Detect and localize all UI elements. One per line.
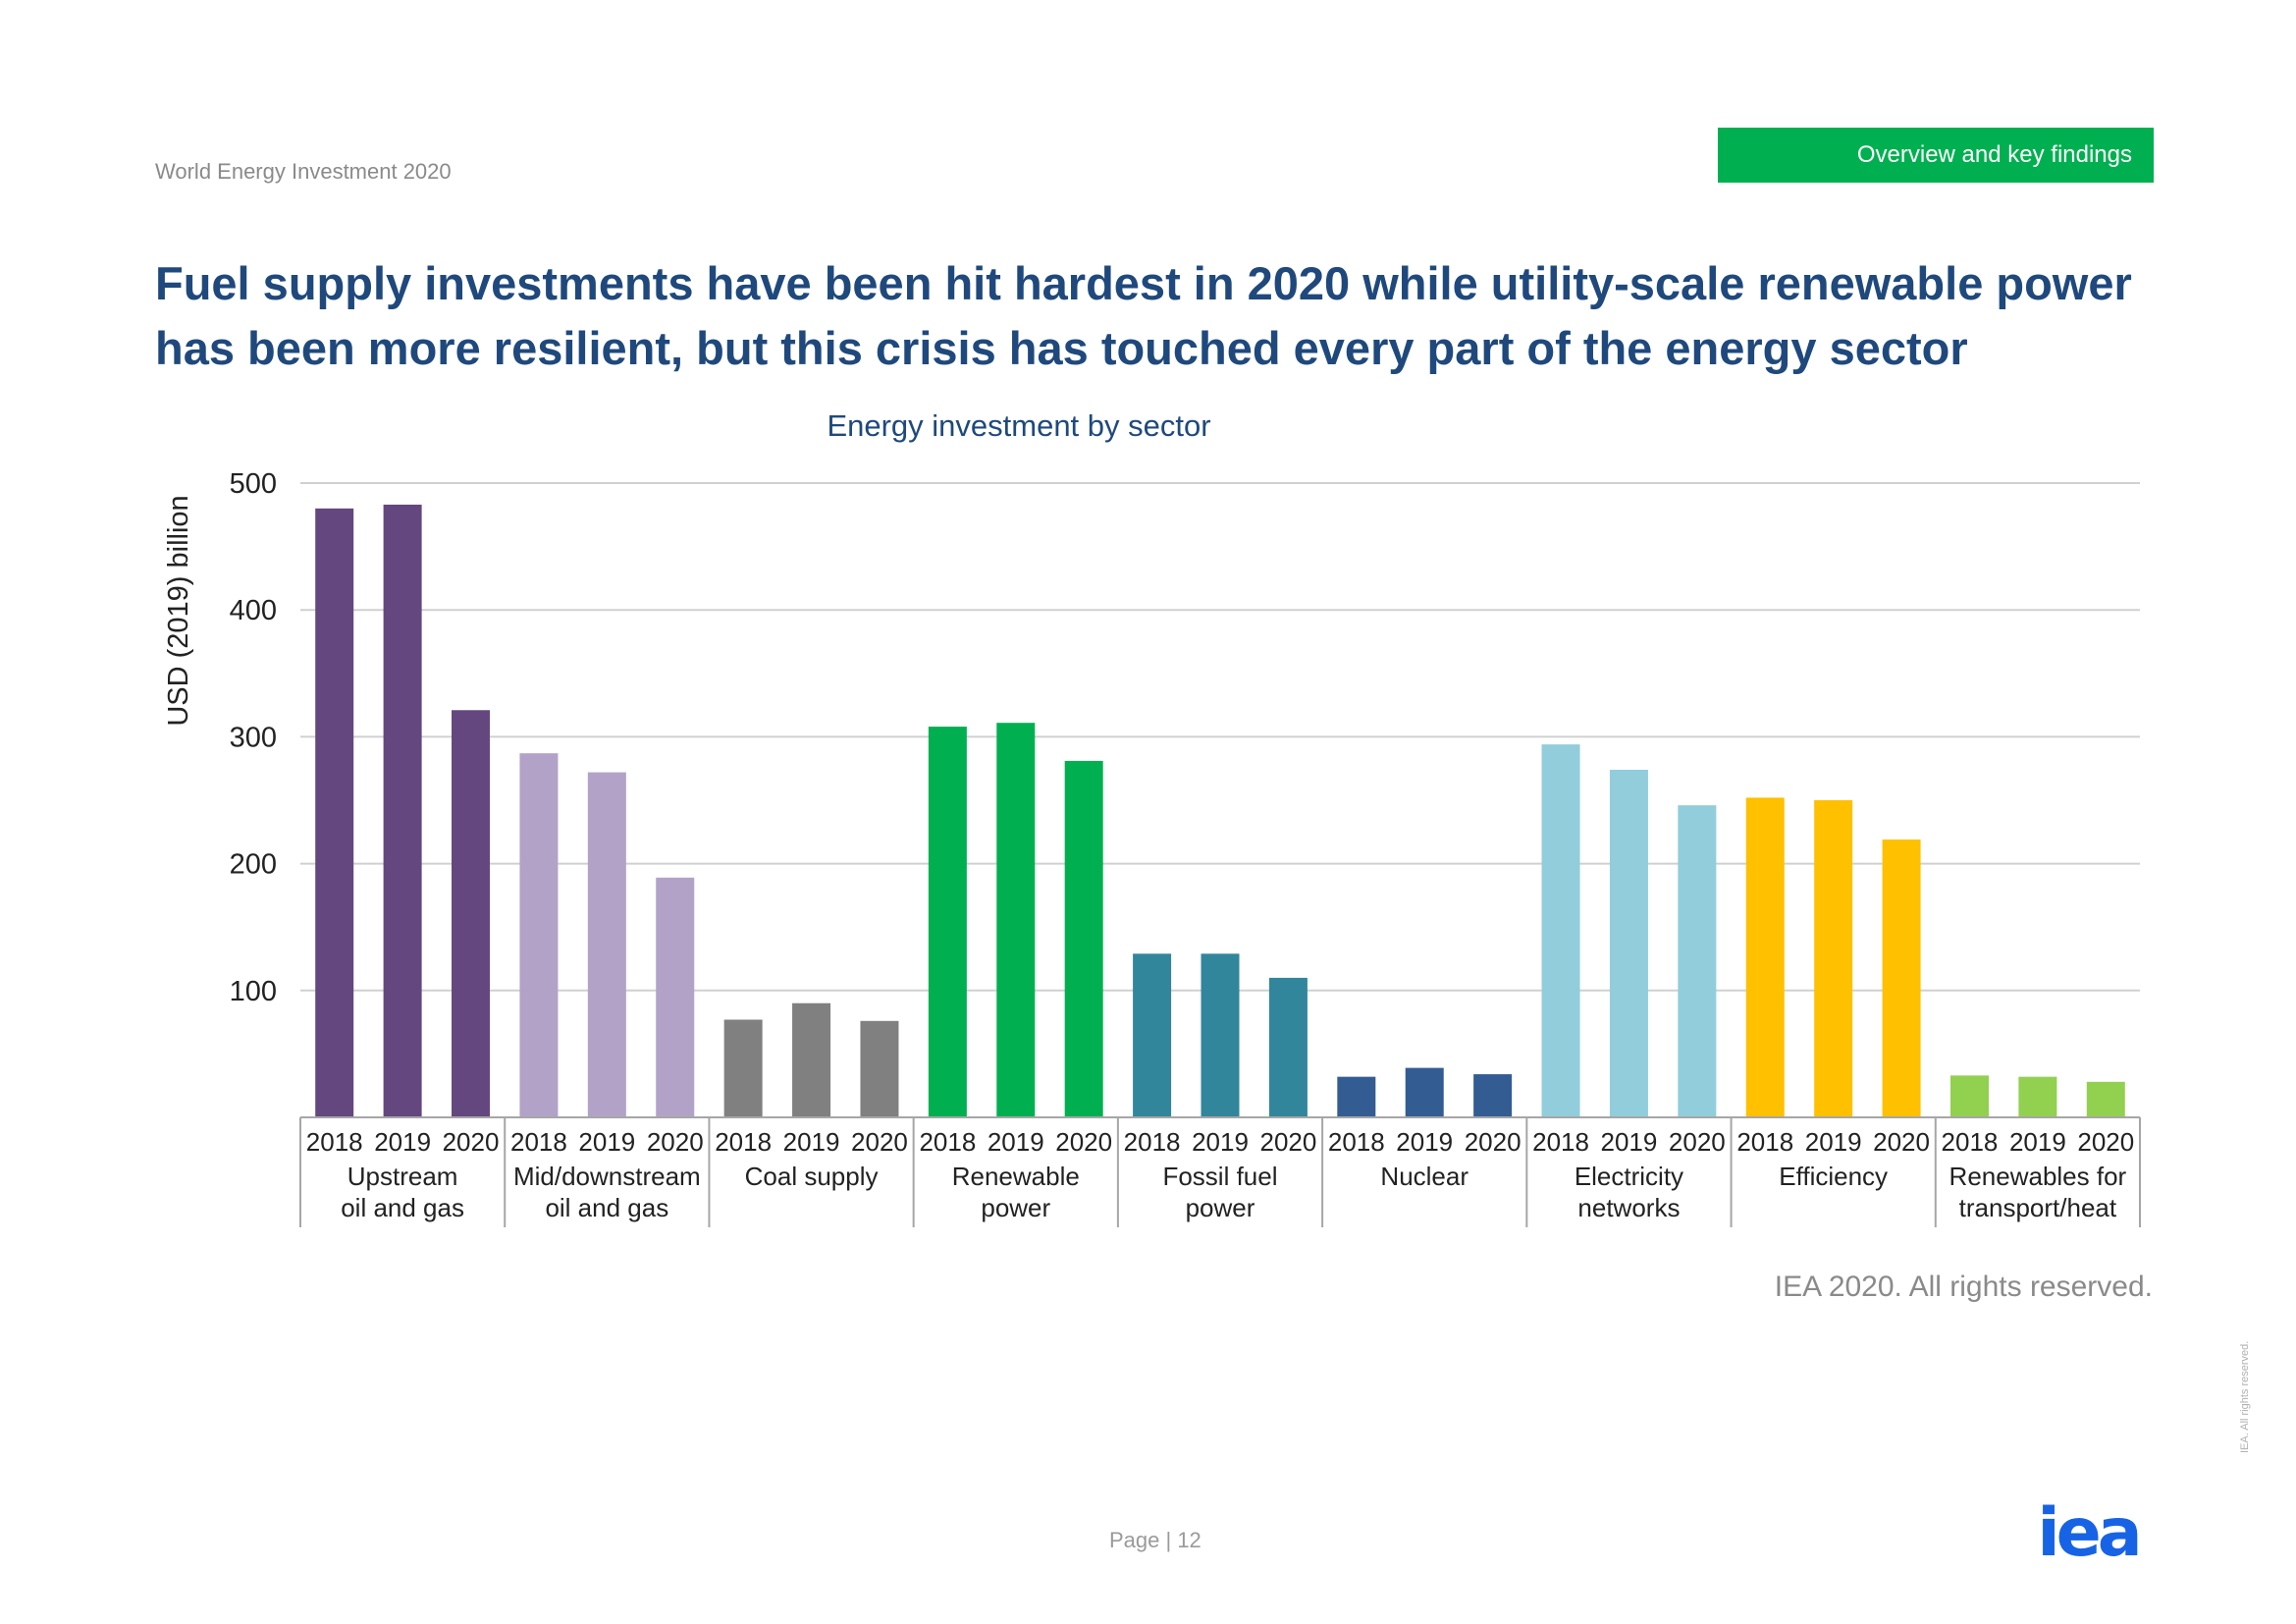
bar [1609, 769, 1648, 1117]
x-tick-label-year: 2019 [578, 1127, 635, 1157]
category-label: Mid/downstream oil and gas [513, 1162, 701, 1222]
x-tick-label-year: 2019 [1601, 1127, 1658, 1157]
bar [587, 772, 626, 1117]
category-label-line: Renewables for [1949, 1162, 2127, 1191]
bar [1882, 839, 1921, 1117]
category-label: Electricity networks [1575, 1162, 1683, 1222]
bar [1133, 953, 1172, 1117]
bar [519, 753, 559, 1117]
category-label-line: Efficiency [1779, 1162, 1888, 1191]
x-tick-label-year: 2018 [510, 1127, 567, 1157]
x-tick-label-year: 2019 [1805, 1127, 1862, 1157]
category-label-line: networks [1577, 1193, 1680, 1222]
bar [1814, 800, 1853, 1117]
bar [792, 1002, 831, 1117]
category-label: Renewable power [952, 1162, 1080, 1222]
category-label-line: Renewable [952, 1162, 1080, 1191]
x-tick-label-year: 2018 [306, 1127, 363, 1157]
x-tick-label-year: 2020 [1873, 1127, 1930, 1157]
x-tick-label-year: 2018 [1736, 1127, 1793, 1157]
bar [1064, 760, 1103, 1117]
bar [1473, 1074, 1513, 1117]
bar [2018, 1076, 2057, 1117]
category-label: Coal supply [745, 1162, 879, 1191]
x-tick-label-year: 2018 [1942, 1127, 1999, 1157]
bar [860, 1020, 899, 1117]
y-tick-label: 400 [230, 595, 277, 626]
bar [928, 727, 967, 1117]
category-label-line: oil and gas [341, 1193, 464, 1222]
x-tick-label-year: 2020 [647, 1127, 704, 1157]
slide-headline: Fuel supply investments have been hit ha… [155, 257, 2132, 374]
x-tick-label-year: 2019 [988, 1127, 1044, 1157]
category-label-line: transport/heat [1959, 1193, 2117, 1222]
iea-logo: iea [2037, 1504, 2142, 1563]
x-tick-label-year: 2018 [715, 1127, 772, 1157]
category-label-line: Electricity [1575, 1162, 1683, 1191]
category-label-line: power [981, 1193, 1050, 1222]
x-tick-label-year: 2019 [2009, 1127, 2066, 1157]
bar [1541, 744, 1580, 1117]
bar [1745, 797, 1785, 1117]
bar [1405, 1067, 1444, 1117]
x-tick-label-year: 2018 [1124, 1127, 1181, 1157]
x-tick-label-year: 2020 [2077, 1127, 2134, 1157]
x-tick-label-year: 2020 [1055, 1127, 1112, 1157]
bars [315, 504, 2125, 1117]
report-title: World Energy Investment 2020 [155, 159, 452, 184]
x-tick-label-year: 2020 [443, 1127, 500, 1157]
category-label: Upstream oil and gas [341, 1162, 464, 1222]
gridlines [300, 482, 2140, 992]
x-tick-label-year: 2020 [1465, 1127, 1522, 1157]
category-label-line: Mid/downstream [513, 1162, 701, 1191]
x-tick-label-year: 2018 [1328, 1127, 1385, 1157]
category-label-line: Upstream [347, 1162, 458, 1191]
x-tick-label-year: 2018 [1532, 1127, 1589, 1157]
x-tick-label-year: 2020 [851, 1127, 908, 1157]
y-axis-label: USD (2019) billion [163, 495, 194, 726]
category-label: Nuclear [1380, 1162, 1468, 1191]
category-label-line: oil and gas [545, 1193, 668, 1222]
x-tick-label-year: 2019 [374, 1127, 431, 1157]
category-label: Renewables for transport/heat [1949, 1162, 2127, 1222]
y-tick-label: 200 [230, 849, 277, 881]
category-label-line: Coal supply [745, 1162, 879, 1191]
bar [1268, 977, 1308, 1117]
x-tick-label-year: 2019 [1396, 1127, 1453, 1157]
category-label: Fossil fuel power [1162, 1162, 1277, 1222]
iea-logo-text: iea [2037, 1504, 2138, 1563]
bar [723, 1019, 763, 1117]
bar [1201, 953, 1240, 1117]
bar [452, 710, 491, 1117]
bar [656, 877, 695, 1117]
x-tick-label-year: 2020 [1669, 1127, 1726, 1157]
x-tick-label-year: 2020 [1259, 1127, 1316, 1157]
bar [2086, 1081, 2125, 1117]
bar [1678, 805, 1717, 1117]
x-tick-label-year: 2019 [1192, 1127, 1249, 1157]
category-label: Efficiency [1779, 1162, 1888, 1191]
category-label-line: Nuclear [1380, 1162, 1468, 1191]
y-tick-label: 300 [230, 722, 277, 753]
bar [1337, 1076, 1376, 1117]
category-label-line: Fossil fuel [1162, 1162, 1277, 1191]
y-tick-label: 100 [230, 976, 277, 1007]
y-tick-labels: 100 200 300 400 500 [230, 468, 277, 1007]
page-number: Page | 12 [1109, 1528, 1201, 1552]
bar [315, 508, 354, 1117]
chart-title: Energy investment by sector [827, 408, 1210, 443]
x-tick-label-year: 2019 [783, 1127, 840, 1157]
category-label-line: power [1186, 1193, 1255, 1222]
bar [1949, 1075, 1989, 1117]
x-tick-label-year: 2018 [919, 1127, 976, 1157]
vertical-rights-note: IEA. All rights reserved. [2239, 1340, 2251, 1453]
bar [383, 504, 422, 1117]
bar [996, 723, 1036, 1117]
section-tab[interactable]: Overview and key findings [1718, 128, 2154, 183]
y-tick-label: 500 [230, 468, 277, 500]
copyright-note: IEA 2020. All rights reserved. [1774, 1271, 2153, 1303]
